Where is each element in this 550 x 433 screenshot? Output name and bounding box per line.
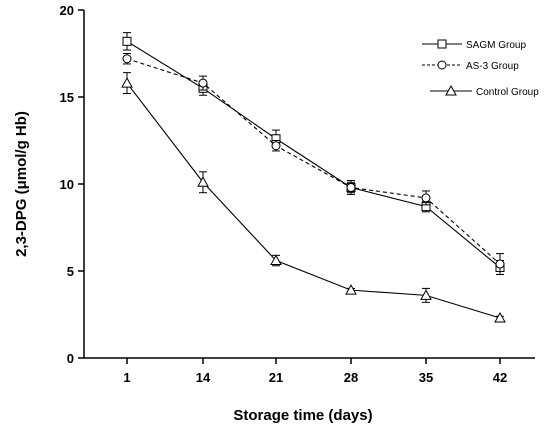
data-point xyxy=(121,77,133,88)
series-control-group xyxy=(121,72,506,323)
data-point xyxy=(122,36,132,46)
y-tick-label: 20 xyxy=(60,3,74,18)
legend-marker xyxy=(437,60,447,70)
legend: SAGM Group AS-3 Group Control Group xyxy=(422,39,539,98)
series-sagm-group xyxy=(122,32,505,275)
data-point xyxy=(494,311,506,323)
series-as-3-group xyxy=(122,53,505,275)
data-point xyxy=(197,176,209,187)
x-tick-label: 28 xyxy=(344,370,358,385)
data-point xyxy=(421,193,431,203)
data-point xyxy=(420,289,432,300)
x-tick-label: 21 xyxy=(269,370,283,385)
series-line xyxy=(126,40,501,268)
y-tick-label: 10 xyxy=(60,177,74,192)
y-tick-label: 15 xyxy=(60,90,74,105)
y-axis-title: 2,3-DPG (μmol/g Hb) xyxy=(13,111,30,257)
series-line xyxy=(126,58,501,265)
x-axis-title: Storage time (days) xyxy=(233,407,372,424)
legend-label: Control Group xyxy=(476,87,539,98)
data-point xyxy=(122,54,132,64)
legend-item: Control Group xyxy=(430,84,539,98)
data-point xyxy=(198,78,208,88)
y-tick-label: 5 xyxy=(67,264,74,279)
series-line xyxy=(126,82,501,319)
data-point xyxy=(495,259,505,269)
tick-labels: 0 5 10 15 20 1 14 21 28 35 42 xyxy=(60,3,508,385)
data-point xyxy=(346,182,356,192)
x-tick-label: 14 xyxy=(196,370,211,385)
legend-marker xyxy=(437,39,447,49)
legend-item: SAGM Group xyxy=(422,39,526,51)
legend-marker xyxy=(445,84,457,96)
x-tick-label: 1 xyxy=(123,370,130,385)
x-tick-label: 35 xyxy=(419,370,433,385)
legend-label: SAGM Group xyxy=(466,40,526,51)
legend-label: AS-3 Group xyxy=(466,61,519,72)
y-tick-label: 0 xyxy=(67,351,74,366)
ticks xyxy=(78,9,501,364)
data-point xyxy=(345,284,357,295)
series-layer xyxy=(121,32,506,323)
legend-item: AS-3 Group xyxy=(422,60,519,72)
data-point xyxy=(271,141,281,151)
x-tick-label: 42 xyxy=(493,370,507,385)
data-point xyxy=(270,254,282,266)
